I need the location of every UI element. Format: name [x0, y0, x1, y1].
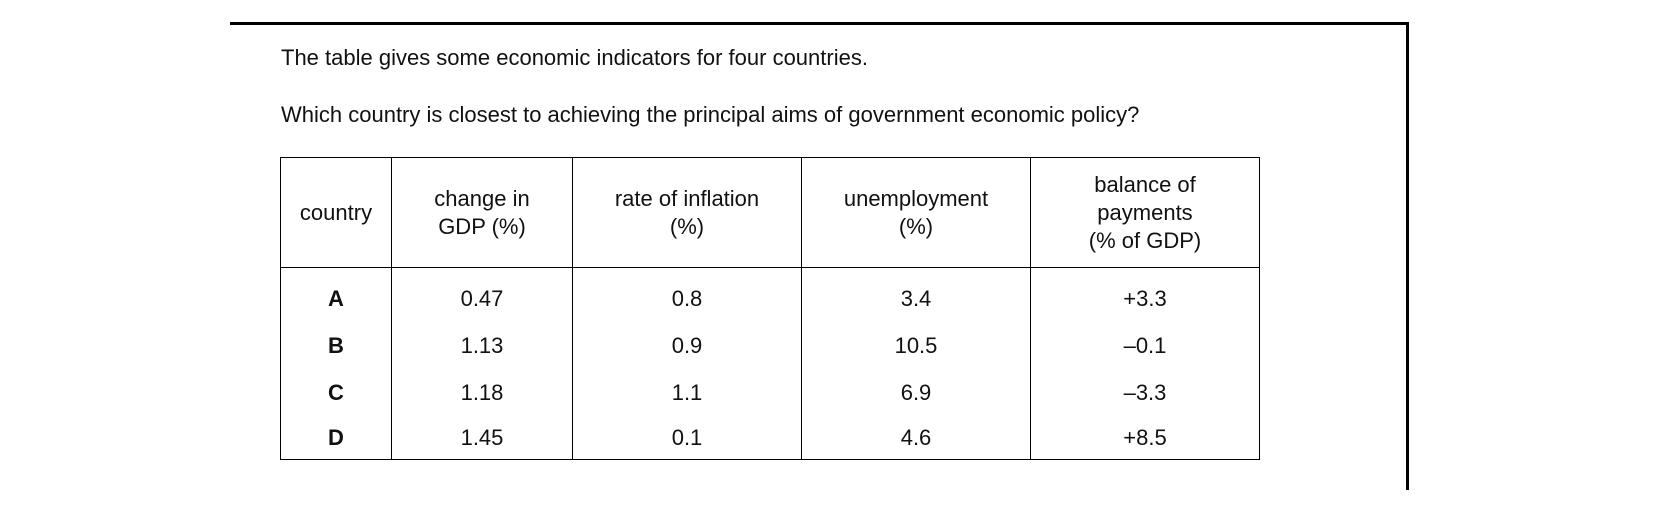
value-cell: 4.6 [801, 416, 1031, 460]
header-line: GDP (%) [438, 213, 526, 239]
table-row: D 1.45 0.1 4.6 +8.5 [280, 416, 1260, 460]
header-line: unemployment [843, 185, 989, 211]
header-line: country [299, 199, 373, 225]
value-cell: 1.18 [391, 369, 573, 416]
value-cell: 0.47 [391, 267, 573, 322]
value-cell: 1.13 [391, 322, 573, 369]
header-line: payments [1097, 199, 1193, 225]
value-cell: 6.9 [801, 369, 1031, 416]
header-line: (%) [898, 213, 934, 239]
country-cell: C [280, 369, 392, 416]
value-cell: 1.45 [391, 416, 573, 460]
value-cell: –0.1 [1030, 322, 1260, 369]
value-cell: 0.8 [572, 267, 802, 322]
table-body: A 0.47 0.8 3.4 +3.3 B 1.13 0.9 10.5 –0.1 C 1.18 1.1 6… [280, 267, 1260, 460]
header-line: balance of [1094, 171, 1196, 197]
country-cell: B [280, 322, 392, 369]
header-cell: rate of inflation (%) [572, 157, 802, 268]
value-cell: +8.5 [1030, 416, 1260, 460]
header-cell: unemployment (%) [801, 157, 1031, 268]
table-row: A 0.47 0.8 3.4 +3.3 [280, 267, 1260, 322]
value-cell: 3.4 [801, 267, 1031, 322]
header-line: change in [434, 185, 530, 211]
header-line: (%) [669, 213, 705, 239]
header-line: rate of inflation [614, 185, 760, 211]
indicator-table: country change in GDP (%) rate of inflation… [280, 157, 1260, 460]
header-row: country change in GDP (%) rate of inflation… [280, 157, 1260, 268]
header-cell: country [280, 157, 392, 268]
header-line: (% of GDP) [1088, 227, 1202, 253]
frame-right [1406, 22, 1409, 490]
header-cell: balance of payments (% of GDP) [1030, 157, 1260, 268]
header-cell: change in GDP (%) [391, 157, 573, 268]
country-cell: A [280, 267, 392, 322]
value-cell: 0.1 [572, 416, 802, 460]
value-cell: 10.5 [801, 322, 1031, 369]
intro-text: The table gives some economic indicators… [281, 45, 868, 70]
value-cell: –3.3 [1030, 369, 1260, 416]
value-cell: 1.1 [572, 369, 802, 416]
table-row: B 1.13 0.9 10.5 –0.1 [280, 322, 1260, 369]
value-cell: 0.9 [572, 322, 802, 369]
table-row: C 1.18 1.1 6.9 –3.3 [280, 369, 1260, 416]
value-cell: +3.3 [1030, 267, 1260, 322]
frame-top [230, 22, 1409, 25]
question-text: Which country is closest to achieving th… [281, 102, 1140, 127]
country-cell: D [280, 416, 392, 460]
